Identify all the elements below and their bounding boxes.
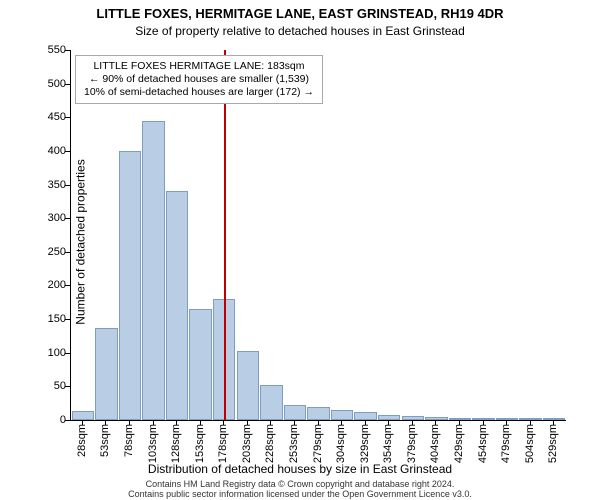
- y-tick-mark: [65, 420, 70, 421]
- x-tick-label: 329sqm: [359, 424, 371, 463]
- x-tick-label: 178sqm: [217, 424, 229, 463]
- x-tick-label: 504sqm: [524, 424, 536, 463]
- source-note: Contains HM Land Registry data © Crown c…: [0, 480, 600, 500]
- x-tick-label: 279sqm: [312, 424, 324, 463]
- bar: [284, 405, 306, 420]
- y-tick-label: 250: [36, 246, 66, 258]
- y-tick-mark: [65, 319, 70, 320]
- bar: [331, 410, 353, 420]
- x-tick-label: 304sqm: [335, 424, 347, 463]
- y-tick-mark: [65, 353, 70, 354]
- y-tick-mark: [65, 285, 70, 286]
- title-main: LITTLE FOXES, HERMITAGE LANE, EAST GRINS…: [0, 6, 600, 21]
- y-tick-mark: [65, 185, 70, 186]
- x-tick-label: 529sqm: [547, 424, 559, 463]
- x-tick-label: 479sqm: [500, 424, 512, 463]
- bar: [142, 121, 164, 420]
- y-tick-label: 100: [36, 347, 66, 359]
- bar: [189, 309, 211, 420]
- bar: [543, 418, 565, 420]
- x-tick-label: 28sqm: [76, 424, 88, 457]
- y-tick-mark: [65, 252, 70, 253]
- bar: [378, 415, 400, 420]
- x-tick-label: 103sqm: [147, 424, 159, 463]
- bar: [260, 385, 282, 420]
- x-tick-label: 354sqm: [382, 424, 394, 463]
- x-tick-label: 454sqm: [477, 424, 489, 463]
- y-tick-label: 50: [36, 380, 66, 392]
- bar: [425, 417, 447, 420]
- annotation-line1: LITTLE FOXES HERMITAGE LANE: 183sqm: [93, 60, 304, 72]
- y-tick-mark: [65, 84, 70, 85]
- x-axis-label: Distribution of detached houses by size …: [0, 462, 600, 476]
- y-tick-label: 450: [36, 111, 66, 123]
- y-tick-mark: [65, 50, 70, 51]
- x-tick-label: 228sqm: [264, 424, 276, 463]
- y-tick-label: 0: [36, 414, 66, 426]
- note-line1: Contains HM Land Registry data © Crown c…: [146, 479, 455, 489]
- note-line2: Contains public sector information licen…: [128, 489, 472, 499]
- y-tick-mark: [65, 151, 70, 152]
- x-tick-label: 203sqm: [241, 424, 253, 463]
- bar: [119, 151, 141, 420]
- y-tick-label: 200: [36, 279, 66, 291]
- x-tick-label: 153sqm: [194, 424, 206, 463]
- y-axis-label: Number of detached properties: [74, 159, 88, 324]
- bar: [237, 351, 259, 420]
- bar: [307, 407, 329, 420]
- y-tick-label: 500: [36, 78, 66, 90]
- x-tick-label: 78sqm: [123, 424, 135, 457]
- y-tick-label: 400: [36, 145, 66, 157]
- y-tick-label: 300: [36, 212, 66, 224]
- annotation-line2: ← 90% of detached houses are smaller (1,…: [89, 73, 309, 85]
- bar: [354, 412, 376, 420]
- y-tick-mark: [65, 117, 70, 118]
- x-tick-label: 253sqm: [288, 424, 300, 463]
- y-tick-mark: [65, 218, 70, 219]
- x-tick-label: 404sqm: [429, 424, 441, 463]
- bar: [95, 328, 117, 420]
- bar: [496, 418, 518, 420]
- y-tick-label: 150: [36, 313, 66, 325]
- x-tick-label: 429sqm: [453, 424, 465, 463]
- plot-area: [70, 50, 566, 421]
- bar: [72, 411, 94, 420]
- y-tick-mark: [65, 386, 70, 387]
- y-tick-label: 550: [36, 44, 66, 56]
- x-tick-label: 379sqm: [406, 424, 418, 463]
- annotation-box: LITTLE FOXES HERMITAGE LANE: 183sqm ← 90…: [75, 55, 323, 104]
- bar: [166, 191, 188, 420]
- reference-line: [224, 50, 226, 420]
- x-tick-label: 53sqm: [99, 424, 111, 457]
- title-sub: Size of property relative to detached ho…: [0, 24, 600, 38]
- annotation-line3: 10% of semi-detached houses are larger (…: [84, 86, 314, 98]
- x-tick-label: 128sqm: [170, 424, 182, 463]
- y-tick-label: 350: [36, 179, 66, 191]
